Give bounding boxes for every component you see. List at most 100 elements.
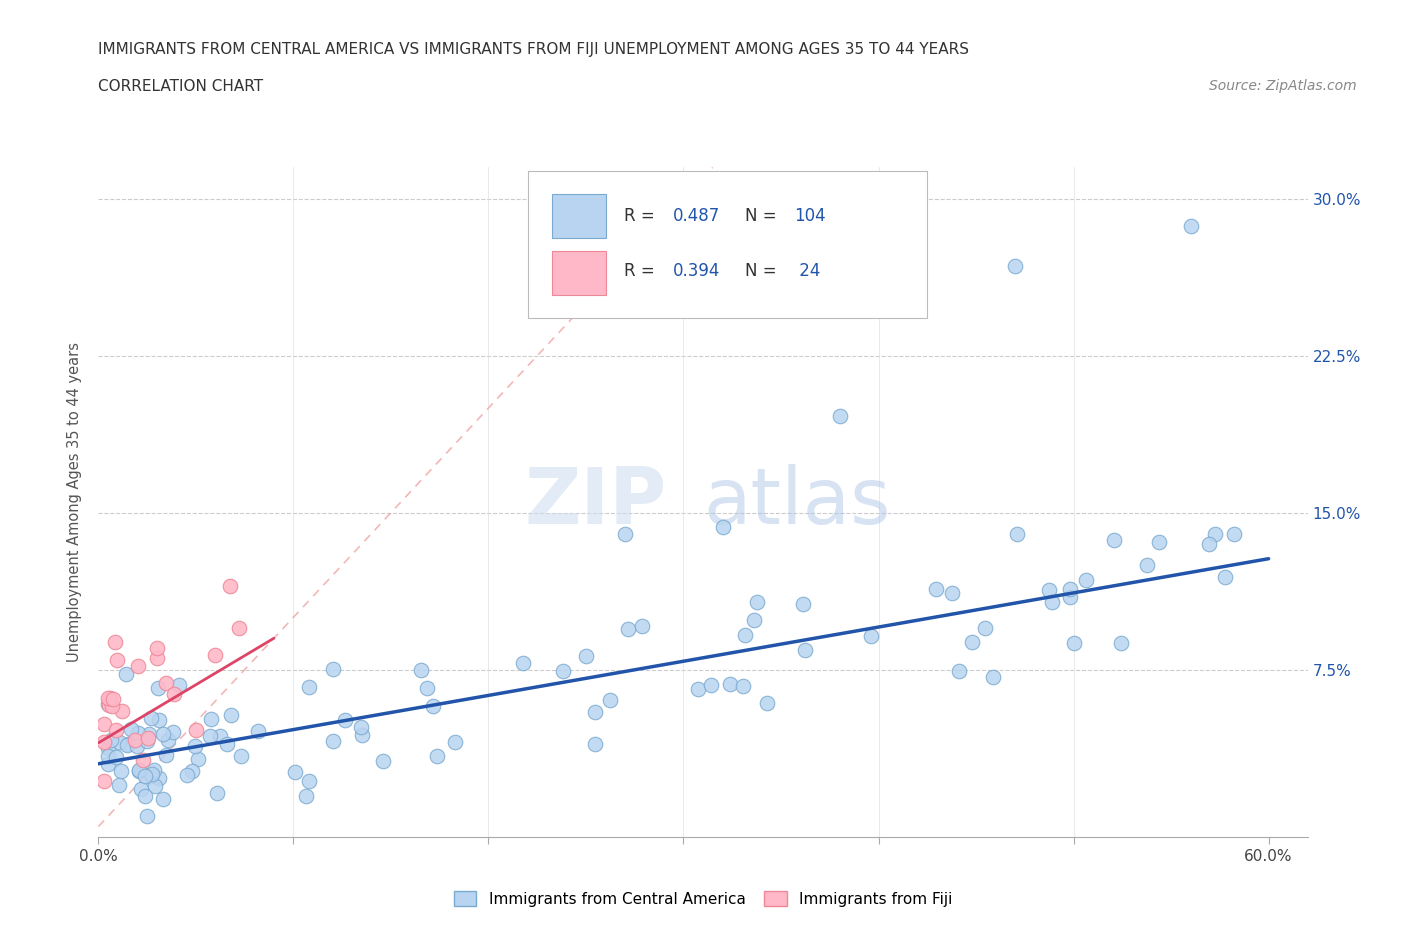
Point xyxy=(215,737,238,751)
Point xyxy=(322,733,344,748)
Point xyxy=(97,740,120,755)
Point xyxy=(974,620,997,635)
Point xyxy=(1102,533,1125,548)
Point xyxy=(583,704,606,719)
Point xyxy=(443,734,465,749)
Point xyxy=(1063,635,1085,650)
Point xyxy=(107,777,129,792)
Point xyxy=(97,697,120,711)
Point xyxy=(298,680,321,695)
Point xyxy=(941,586,963,601)
Point xyxy=(145,640,167,655)
Point xyxy=(416,681,439,696)
Point xyxy=(163,686,186,701)
Point xyxy=(98,698,121,712)
Point xyxy=(1204,526,1226,541)
Point xyxy=(1004,259,1026,273)
Point xyxy=(134,768,156,783)
Point xyxy=(630,618,652,633)
Point xyxy=(284,764,307,779)
Point xyxy=(686,682,709,697)
Point xyxy=(204,647,226,662)
Point xyxy=(97,690,120,705)
Point xyxy=(1180,219,1202,233)
Text: atlas: atlas xyxy=(703,464,890,540)
Point xyxy=(184,723,207,737)
Point xyxy=(575,649,598,664)
Point xyxy=(599,693,621,708)
Point xyxy=(146,650,169,665)
Point xyxy=(138,730,160,745)
Point xyxy=(111,704,134,719)
Point xyxy=(128,763,150,777)
Point xyxy=(167,678,190,693)
Point xyxy=(200,711,222,726)
Point xyxy=(155,748,177,763)
Point xyxy=(553,664,575,679)
Point xyxy=(219,578,242,593)
Point xyxy=(104,635,127,650)
Legend: Immigrants from Central America, Immigrants from Fiji: Immigrants from Central America, Immigra… xyxy=(447,885,959,913)
Point xyxy=(141,711,163,725)
Point xyxy=(132,753,155,768)
Point xyxy=(1147,535,1170,550)
Point xyxy=(209,728,232,743)
Point xyxy=(117,737,139,751)
Point xyxy=(135,809,157,824)
Point xyxy=(127,658,149,673)
Text: N =: N = xyxy=(745,206,782,225)
Point xyxy=(711,520,734,535)
Point xyxy=(115,737,138,752)
Point xyxy=(231,749,253,764)
Text: R =: R = xyxy=(624,262,661,280)
Point xyxy=(792,597,814,612)
FancyBboxPatch shape xyxy=(553,251,606,295)
Point xyxy=(148,771,170,786)
Point xyxy=(411,663,433,678)
Point xyxy=(187,751,209,766)
Point xyxy=(124,733,146,748)
Point xyxy=(426,749,449,764)
Point xyxy=(176,767,198,782)
Point xyxy=(127,725,149,740)
Point xyxy=(747,595,769,610)
Text: Source: ZipAtlas.com: Source: ZipAtlas.com xyxy=(1209,79,1357,93)
Point xyxy=(860,628,883,643)
Point xyxy=(322,661,344,676)
Point xyxy=(136,734,159,749)
Point xyxy=(1040,594,1063,609)
Point xyxy=(93,717,115,732)
Point xyxy=(97,757,120,772)
Point xyxy=(145,778,167,793)
Point xyxy=(422,698,444,713)
Point xyxy=(128,764,150,778)
Point xyxy=(181,764,204,778)
Point xyxy=(104,750,127,764)
Point xyxy=(152,726,174,741)
Point xyxy=(742,613,765,628)
Point xyxy=(1213,569,1236,584)
Point xyxy=(583,737,606,751)
Text: CORRELATION CHART: CORRELATION CHART xyxy=(98,79,263,94)
Point xyxy=(148,713,170,728)
Point xyxy=(93,773,115,788)
Point xyxy=(162,724,184,739)
Point xyxy=(157,733,180,748)
Point xyxy=(155,675,177,690)
Point xyxy=(350,720,373,735)
Point xyxy=(756,696,779,711)
Point xyxy=(617,621,640,636)
Point xyxy=(219,708,242,723)
Point xyxy=(948,663,970,678)
Point xyxy=(962,634,984,649)
Point xyxy=(97,749,120,764)
Point xyxy=(614,526,637,541)
Point xyxy=(198,729,221,744)
Point xyxy=(141,766,163,781)
Point xyxy=(335,712,357,727)
Text: 0.487: 0.487 xyxy=(673,206,720,225)
Text: ZIP: ZIP xyxy=(524,464,666,540)
Text: N =: N = xyxy=(745,262,782,280)
Point xyxy=(1109,636,1132,651)
Text: IMMIGRANTS FROM CENTRAL AMERICA VS IMMIGRANTS FROM FIJI UNEMPLOYMENT AMONG AGES : IMMIGRANTS FROM CENTRAL AMERICA VS IMMIG… xyxy=(98,42,969,57)
